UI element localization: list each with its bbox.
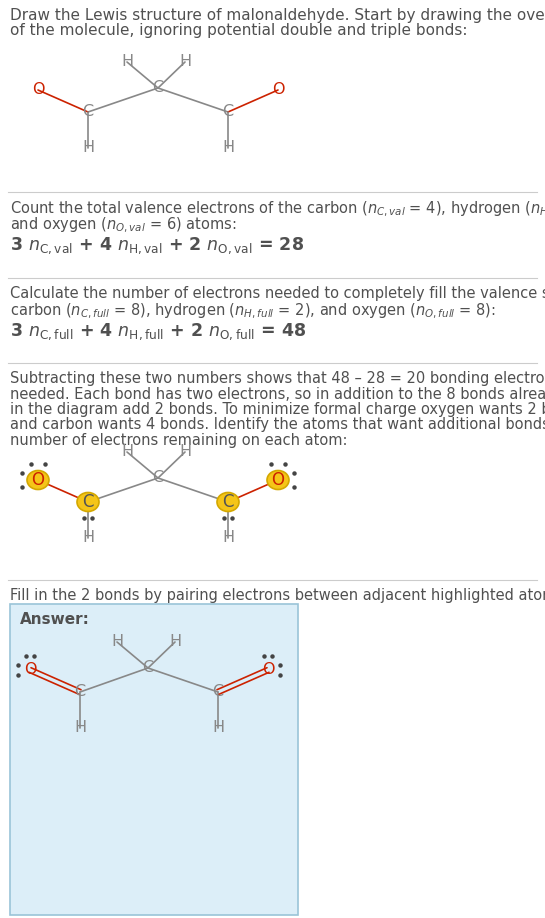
Text: C: C	[213, 685, 223, 700]
Text: H: H	[82, 140, 94, 155]
Text: O: O	[24, 663, 37, 677]
Text: H: H	[222, 140, 234, 155]
Text: O: O	[32, 83, 44, 97]
Text: H: H	[82, 531, 94, 545]
Text: number of electrons remaining on each atom:: number of electrons remaining on each at…	[10, 433, 348, 448]
Text: and carbon wants 4 bonds. Identify the atoms that want additional bonds and the: and carbon wants 4 bonds. Identify the a…	[10, 418, 545, 432]
Ellipse shape	[267, 471, 289, 489]
Text: C: C	[153, 81, 164, 95]
Bar	[10, 604, 298, 915]
Text: C: C	[142, 660, 154, 676]
Text: of the molecule, ignoring potential double and triple bonds:: of the molecule, ignoring potential doub…	[10, 23, 468, 38]
Text: H: H	[111, 634, 123, 650]
Text: Count the total valence electrons of the carbon ($n_{C,val}$ = 4), hydrogen ($n_: Count the total valence electrons of the…	[10, 200, 545, 219]
Text: Calculate the number of electrons needed to completely fill the valence shells f: Calculate the number of electrons needed…	[10, 286, 545, 301]
Text: H: H	[179, 444, 191, 460]
Text: and oxygen ($n_{O,val}$ = 6) atoms:: and oxygen ($n_{O,val}$ = 6) atoms:	[10, 216, 237, 235]
Text: H: H	[74, 721, 86, 735]
Text: H: H	[212, 721, 224, 735]
Text: H: H	[222, 531, 234, 545]
Ellipse shape	[77, 492, 99, 511]
Ellipse shape	[217, 492, 239, 511]
Text: O: O	[271, 471, 284, 489]
Text: H: H	[169, 634, 181, 650]
Text: C: C	[82, 493, 94, 511]
Text: H: H	[121, 444, 133, 460]
Text: carbon ($n_{C,full}$ = 8), hydrogen ($n_{H,full}$ = 2), and oxygen ($n_{O,full}$: carbon ($n_{C,full}$ = 8), hydrogen ($n_…	[10, 302, 496, 321]
Text: 3 $n_\mathrm{C,full}$ + 4 $n_\mathrm{H,full}$ + 2 $n_\mathrm{O,full}$ = 48: 3 $n_\mathrm{C,full}$ + 4 $n_\mathrm{H,f…	[10, 321, 306, 341]
Text: in the diagram add 2 bonds. To minimize formal charge oxygen wants 2 bonds: in the diagram add 2 bonds. To minimize …	[10, 402, 545, 417]
Text: 3 $n_\mathrm{C,val}$ + 4 $n_\mathrm{H,val}$ + 2 $n_\mathrm{O,val}$ = 28: 3 $n_\mathrm{C,val}$ + 4 $n_\mathrm{H,va…	[10, 235, 304, 255]
Text: Draw the Lewis structure of malonaldehyde. Start by drawing the overall structur: Draw the Lewis structure of malonaldehyd…	[10, 8, 545, 23]
Text: C: C	[222, 105, 234, 119]
Text: Answer:: Answer:	[20, 612, 90, 627]
Text: Fill in the 2 bonds by pairing electrons between adjacent highlighted atoms:: Fill in the 2 bonds by pairing electrons…	[10, 588, 545, 603]
Text: needed. Each bond has two electrons, so in addition to the 8 bonds already prese: needed. Each bond has two electrons, so …	[10, 386, 545, 401]
Text: C: C	[75, 685, 86, 700]
Text: H: H	[179, 54, 191, 70]
Text: O: O	[32, 471, 45, 489]
Text: C: C	[222, 493, 234, 511]
Text: H: H	[121, 54, 133, 70]
Text: O: O	[272, 83, 284, 97]
Text: C: C	[82, 105, 94, 119]
Text: Subtracting these two numbers shows that 48 – 28 = 20 bonding electrons are: Subtracting these two numbers shows that…	[10, 371, 545, 386]
Ellipse shape	[27, 471, 49, 489]
Text: C: C	[153, 471, 164, 486]
Text: O: O	[262, 663, 274, 677]
